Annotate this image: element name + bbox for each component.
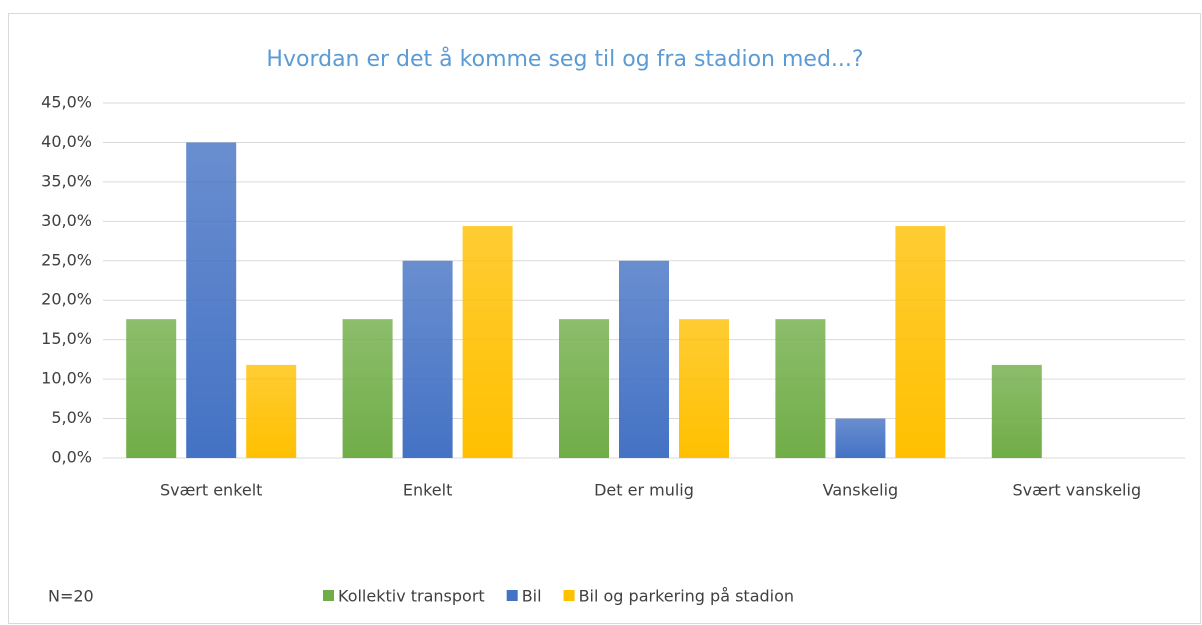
x-tick-label: Vanskelig (823, 481, 899, 500)
bar (186, 142, 237, 458)
bar (126, 319, 177, 458)
bar (991, 364, 1042, 458)
y-tick-label: 15,0% (41, 329, 92, 348)
bar (679, 319, 729, 458)
legend-swatch (563, 590, 575, 601)
y-tick-label: 5,0% (51, 408, 92, 427)
bar (619, 260, 669, 458)
y-tick-label: 40,0% (41, 132, 92, 151)
legend-label: Kollektiv transport (338, 587, 485, 606)
legend-swatch (323, 590, 334, 601)
chart-title: Hvordan er det å komme seg til og fra st… (266, 46, 863, 72)
x-tick-label: Enkelt (403, 481, 453, 500)
bar (895, 226, 946, 458)
y-tick-label: 45,0% (41, 93, 92, 112)
y-tick-label: 20,0% (41, 290, 92, 309)
bar (462, 226, 513, 458)
y-tick-label: 0,0% (51, 448, 92, 467)
legend-label: Bil (522, 587, 542, 606)
annotation: N=20 (48, 587, 94, 606)
y-tick-label: 30,0% (41, 211, 92, 230)
x-tick-label: Det er mulig (594, 481, 694, 500)
legend-label: Bil og parkering på stadion (579, 587, 794, 606)
x-tick-label: Svært vanskelig (1012, 481, 1141, 500)
x-tick-label: Svært enkelt (160, 481, 263, 500)
legend-swatch (506, 590, 518, 601)
y-tick-label: 10,0% (41, 369, 92, 388)
bar (559, 319, 609, 458)
y-tick-label: 25,0% (41, 250, 92, 269)
bar (246, 364, 297, 458)
bar (835, 418, 886, 458)
bar (342, 319, 393, 458)
bar (402, 260, 453, 458)
y-tick-label: 35,0% (41, 171, 92, 190)
bar (775, 319, 826, 458)
